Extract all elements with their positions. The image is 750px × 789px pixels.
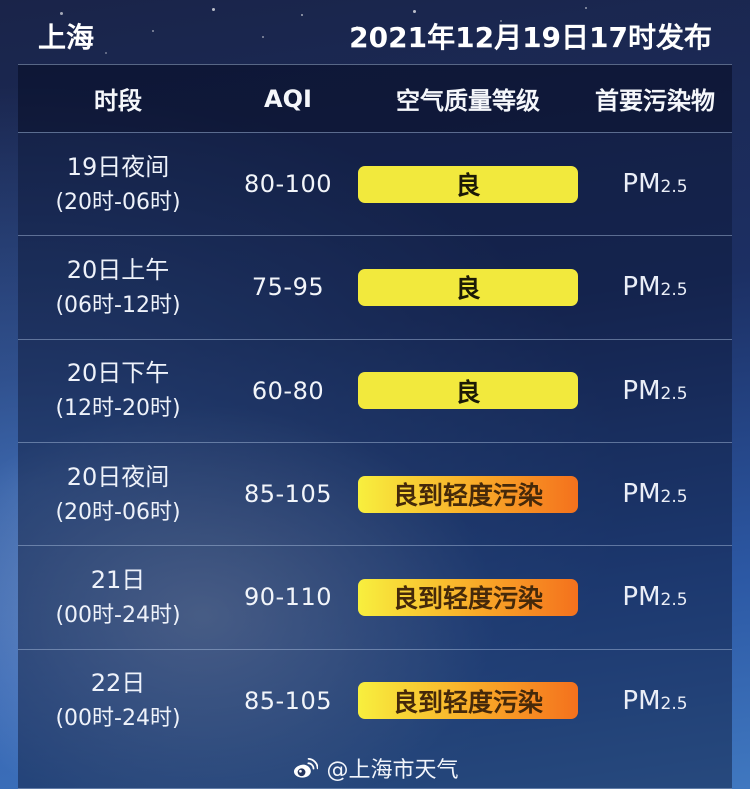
- period-cell: 22日 (00时-24时): [55, 669, 181, 732]
- publish-time: 2021年12月19日17时发布: [349, 21, 712, 54]
- star-dot: [662, 30, 664, 32]
- level-badge: 良到轻度污染: [358, 578, 578, 616]
- period-cell: 21日 (00时-24时): [55, 565, 181, 629]
- table-header-row: 时段 AQI 空气质量等级 首要污染物: [18, 64, 732, 132]
- aqi-cell: 85-105: [243, 480, 332, 509]
- aqi-forecast-table: 时段 AQI 空气质量等级 首要污染物 19日夜间 (20时-06时) 80-10…: [18, 64, 732, 789]
- credit-label: @上海市天气: [326, 758, 459, 783]
- pollutant-cell: PM 2.5: [622, 582, 688, 613]
- column-header-level: 空气质量等级: [396, 87, 540, 115]
- table-row: 21日 (00时-24时) 90-110 良到轻度污染 PM 2.5: [18, 545, 732, 649]
- level-cell: 良: [358, 165, 578, 203]
- period-cell: 20日夜间 (20时-06时): [55, 462, 181, 525]
- table-row: 22日 (00时-24时) 85-105 良到轻度污染 PM 2.5: [18, 648, 732, 789]
- pollutant-cell: PM 2.5: [622, 479, 688, 510]
- aqi-cell: 85-105: [243, 686, 332, 715]
- table-row: 20日下午 (12时-20时) 60-80 良 PM 2.5: [18, 338, 732, 442]
- level-cell: 良到轻度污染: [358, 475, 578, 513]
- aqi-cell: 80-100: [243, 170, 332, 199]
- level-cell: 良到轻度污染: [358, 578, 578, 616]
- star-dot: [301, 14, 303, 16]
- star-dot: [500, 20, 502, 22]
- level-cell: 良: [358, 372, 578, 410]
- column-header-pollutant: 首要污染物: [595, 87, 715, 115]
- pollutant-cell: PM 2.5: [622, 685, 688, 716]
- level-cell: 良: [358, 268, 578, 306]
- table-row: 20日夜间 (20时-06时) 85-105 良到轻度污染 PM 2.5: [18, 441, 732, 546]
- pollutant-cell: PM 2.5: [622, 375, 688, 406]
- credit-line: @上海市天气: [0, 752, 750, 784]
- pollutant-cell: PM 2.5: [622, 272, 688, 303]
- level-badge: 良到轻度污染: [358, 475, 578, 513]
- table-row: 20日上午 (06时-12时) 75-95 良 PM 2.5: [18, 235, 732, 339]
- star-dot: [356, 26, 358, 28]
- star-dot: [212, 8, 215, 11]
- column-header-aqi: AQI: [264, 84, 312, 113]
- topbar: 上海 2021年12月19日17时发布: [38, 16, 712, 56]
- period-cell: 19日夜间 (20时-06时): [55, 152, 181, 215]
- table-row: 19日夜间 (20时-06时) 80-100 良 PM 2.5: [18, 132, 732, 236]
- level-badge: 良: [358, 372, 578, 410]
- weibo-icon: [294, 757, 319, 778]
- level-badge: 良到轻度污染: [358, 682, 578, 720]
- level-cell: 良到轻度污染: [358, 682, 578, 720]
- star-dot: [152, 30, 154, 32]
- aqi-cell: 75-95: [251, 273, 325, 302]
- level-badge: 良: [358, 268, 578, 306]
- city-label: 上海: [38, 21, 95, 54]
- star-dot: [585, 7, 587, 9]
- star-dot: [413, 10, 416, 13]
- period-cell: 20日下午 (12时-20时): [55, 359, 181, 422]
- pollutant-cell: PM 2.5: [622, 169, 688, 200]
- aqi-cell: 60-80: [251, 376, 325, 405]
- star-dot: [105, 52, 107, 54]
- level-badge: 良: [358, 165, 578, 203]
- star-dot: [60, 12, 63, 15]
- column-header-period: 时段: [94, 87, 142, 115]
- star-dot: [262, 36, 264, 38]
- period-cell: 20日上午 (06时-12时): [55, 255, 181, 319]
- aqi-cell: 90-110: [243, 583, 332, 612]
